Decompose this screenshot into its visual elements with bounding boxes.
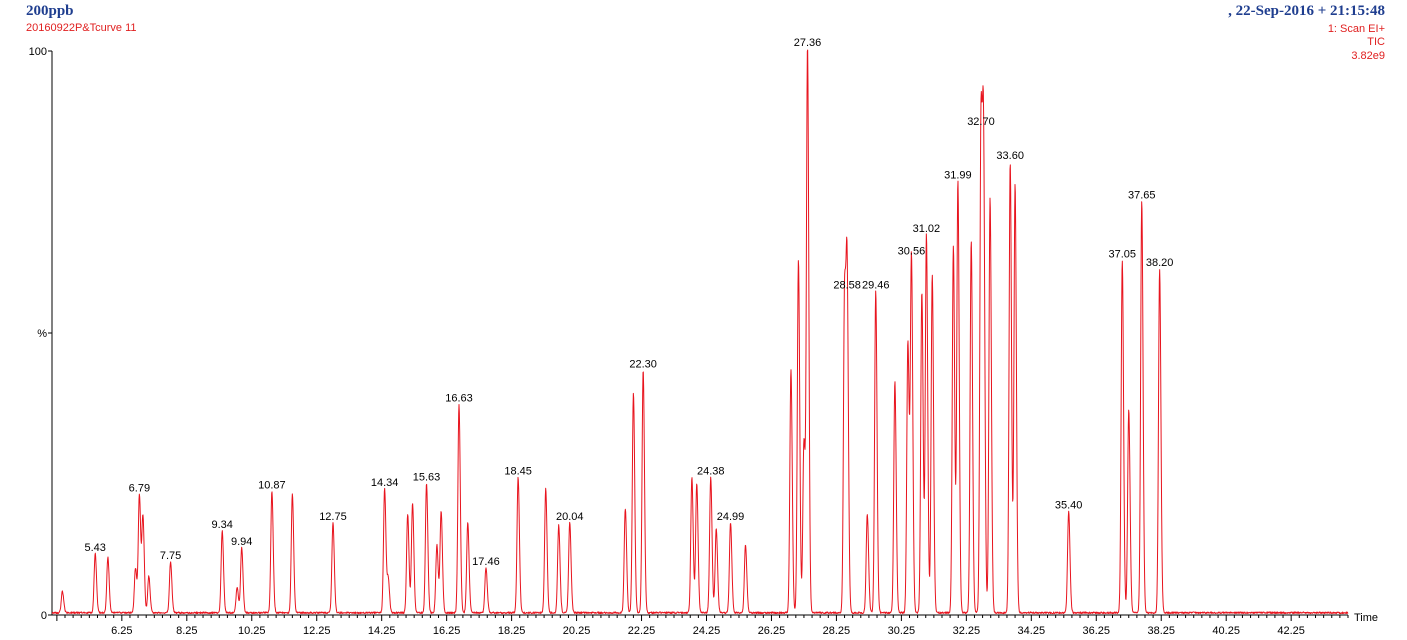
peak-label: 37.65 xyxy=(1128,189,1156,201)
peak-label: 12.75 xyxy=(319,511,347,523)
x-tick-label: 38.25 xyxy=(1147,625,1175,637)
y-tick-label: 100 xyxy=(29,46,47,58)
y-tick-label: 0 xyxy=(41,610,47,622)
peak-label: 32.70 xyxy=(967,116,995,128)
peak-label: 17.46 xyxy=(472,556,500,568)
x-tick-label: 34.25 xyxy=(1018,625,1046,637)
x-tick-label: 42.25 xyxy=(1277,625,1305,637)
peak-label: 6.79 xyxy=(129,483,150,495)
x-tick-label: 8.25 xyxy=(176,625,197,637)
peak-label: 37.05 xyxy=(1108,249,1136,261)
x-tick-label: 28.25 xyxy=(823,625,851,637)
x-axis-ticks: 6.25 8.25 10.25 12.25 14.25 16.25 18.25 20.25 22… xyxy=(56,615,1349,637)
peak-label: 10.87 xyxy=(258,480,286,492)
peak-label: 15.63 xyxy=(413,471,441,483)
x-tick-label: 6.25 xyxy=(111,625,132,637)
peak-label: 33.60 xyxy=(996,150,1024,162)
x-tick-label: 30.25 xyxy=(888,625,916,637)
peak-label: 16.63 xyxy=(445,392,473,404)
peak-label: 29.46 xyxy=(862,280,890,292)
peak-label: 31.99 xyxy=(944,170,972,182)
x-tick-label: 12.25 xyxy=(303,625,331,637)
chart-axes: 100% 0 xyxy=(29,46,1348,622)
max-intensity: 3.82e9 xyxy=(1351,50,1385,62)
peak-label: 28.58 xyxy=(833,280,861,292)
peak-label: 14.34 xyxy=(371,477,399,489)
x-tick-label: 10.25 xyxy=(238,625,266,637)
tic-trace xyxy=(51,49,1349,615)
x-axis-label: Time xyxy=(1354,612,1378,624)
peak-label: 9.34 xyxy=(211,519,232,531)
x-tick-label: 18.25 xyxy=(498,625,526,637)
peak-label: 38.20 xyxy=(1146,257,1174,269)
y-tick-label: % xyxy=(37,328,47,340)
peak-label: 31.02 xyxy=(913,223,941,235)
scan-mode: 1: Scan EI+ xyxy=(1327,23,1385,35)
peak-label: 24.99 xyxy=(717,511,745,523)
x-tick-label: 16.25 xyxy=(433,625,461,637)
x-tick-label: 24.25 xyxy=(693,625,721,637)
peak-label: 24.38 xyxy=(697,466,725,478)
trace-type: TIC xyxy=(1367,36,1385,48)
peak-label: 20.04 xyxy=(556,511,584,523)
x-tick-label: 14.25 xyxy=(368,625,396,637)
peak-label: 9.94 xyxy=(231,536,252,548)
peak-label: 22.30 xyxy=(629,358,657,370)
x-tick-label: 40.25 xyxy=(1212,625,1240,637)
peak-label: 18.45 xyxy=(504,466,532,478)
x-tick-label: 20.25 xyxy=(563,625,591,637)
file-name: 20160922P&Tcurve 11 xyxy=(26,22,137,34)
x-tick-label: 22.25 xyxy=(628,625,656,637)
peak-label: 30.56 xyxy=(898,246,926,258)
peak-label: 7.75 xyxy=(160,550,181,562)
x-tick-label: 36.25 xyxy=(1083,625,1111,637)
sample-title: 200ppb xyxy=(26,3,74,19)
x-tick-label: 32.25 xyxy=(953,625,981,637)
x-tick-label: 26.25 xyxy=(758,625,786,637)
peak-label: 35.40 xyxy=(1055,499,1083,511)
peak-label: 27.36 xyxy=(794,37,822,49)
peak-labels: 5.43 6.79 7.75 9.34 9.94 10.87 12.75 14.34 15.63… xyxy=(84,37,1173,568)
acquisition-datetime: , 22-Sep-2016 + 21:15:48 xyxy=(1228,3,1385,19)
peak-label: 5.43 xyxy=(84,542,105,554)
